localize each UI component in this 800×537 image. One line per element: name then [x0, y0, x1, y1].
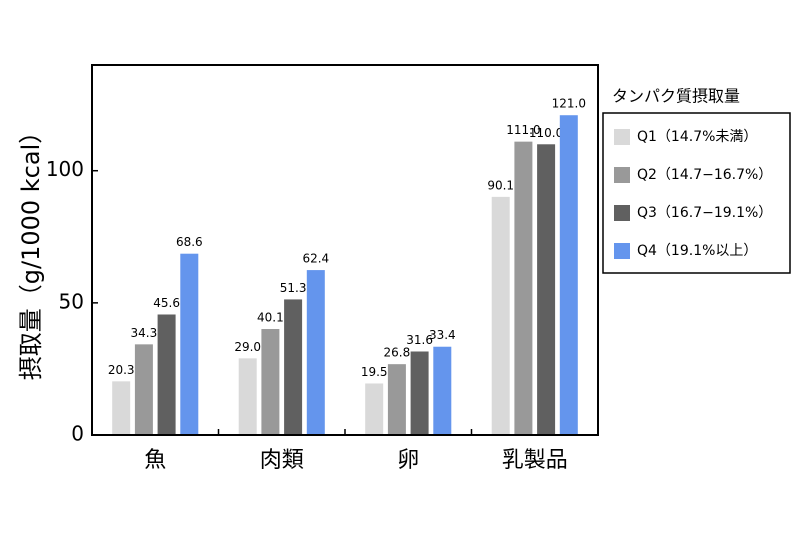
value-label: 19.5 [361, 365, 388, 379]
legend-swatch [614, 205, 630, 221]
bar [261, 329, 280, 435]
value-label: 20.3 [108, 363, 135, 377]
value-label: 121.0 [552, 97, 586, 111]
legend-box [602, 112, 791, 274]
bar [433, 346, 452, 435]
value-label: 45.6 [153, 296, 180, 310]
legend-swatch [614, 243, 630, 259]
value-label: 29.0 [234, 340, 261, 354]
bar [134, 344, 153, 435]
y-tick-label: 50 [59, 289, 84, 313]
bar [537, 144, 556, 436]
bar [180, 253, 199, 435]
value-label: 33.4 [429, 328, 456, 342]
legend-label: Q3（16.7−19.1%） [637, 205, 772, 221]
x-tick-label: 乳製品 [502, 448, 568, 473]
bar [559, 115, 578, 435]
value-label: 26.8 [384, 346, 411, 360]
legend-title: タンパク質摂取量 [612, 87, 740, 106]
y-tick-label: 100 [46, 157, 84, 181]
bar [157, 314, 176, 435]
value-label: 31.6 [406, 333, 433, 347]
bar [284, 299, 303, 435]
bar [410, 351, 429, 435]
bar [387, 364, 406, 435]
value-label: 62.4 [302, 252, 329, 266]
legend-swatch [614, 167, 630, 183]
value-label: 51.3 [280, 281, 307, 295]
legend-label: Q1（14.7%未満） [637, 129, 757, 145]
y-tick-label: 0 [71, 422, 84, 446]
bar [112, 381, 131, 435]
x-tick-label: 肉類 [260, 448, 304, 473]
x-tick-label: 魚 [144, 448, 166, 473]
plot-frame [91, 64, 599, 436]
value-label: 34.3 [131, 326, 158, 340]
bar [238, 358, 257, 435]
value-label: 110.0 [529, 126, 563, 140]
value-label: 68.6 [176, 235, 203, 249]
legend-swatch [614, 129, 630, 145]
value-label: 111.0 [506, 123, 540, 137]
legend-label: Q4（19.1%以上） [637, 243, 757, 259]
value-label: 90.1 [487, 178, 514, 192]
bar [514, 141, 533, 435]
legend-label: Q2（14.7−16.7%） [637, 167, 772, 183]
bar [491, 196, 510, 435]
y-axis-label: 摂取量（g/1000 kcal） [17, 120, 45, 381]
bar [365, 383, 384, 435]
x-tick-label: 卵 [397, 448, 419, 473]
bar [306, 270, 325, 435]
value-label: 40.1 [257, 311, 284, 325]
